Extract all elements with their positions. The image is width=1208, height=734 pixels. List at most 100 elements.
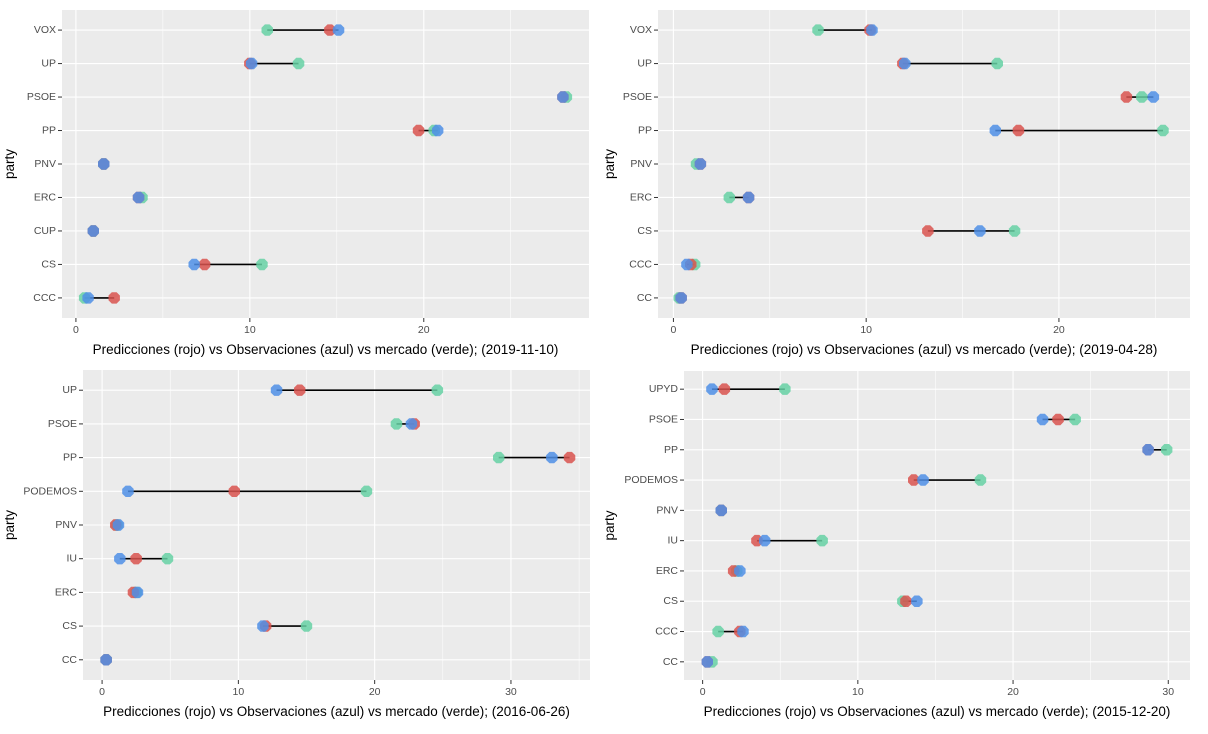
x-tick-label: 20 xyxy=(1007,686,1019,698)
panel-2016-06-26: 0 10 20 30 UP PSOE PP PODEMOS PNV IU ERC CS CC Predic… xyxy=(2,370,590,719)
point-obs xyxy=(82,292,94,304)
y-tick-label: ERC xyxy=(656,565,679,577)
point-obs xyxy=(100,654,112,666)
point-mkt xyxy=(256,258,268,271)
y-tick-label: PSOE xyxy=(27,91,56,103)
point-obs xyxy=(866,24,878,36)
x-tick-label: 10 xyxy=(860,324,872,336)
point-obs xyxy=(911,595,923,607)
point-pred xyxy=(1120,91,1133,103)
point-pred xyxy=(718,383,731,395)
point-obs xyxy=(270,384,283,396)
x-axis-label: Predicciones (rojo) vs Observaciones (az… xyxy=(704,704,1171,719)
x-axis-label: Predicciones (rojo) vs Observaciones (az… xyxy=(691,342,1158,357)
x-tick-label: 10 xyxy=(244,324,256,336)
y-tick-label: UP xyxy=(41,58,56,70)
point-mkt xyxy=(1161,444,1173,456)
x-tick-label: 30 xyxy=(1162,686,1174,698)
point-mkt xyxy=(1136,91,1148,103)
y-tick-label: CS xyxy=(41,258,56,270)
y-tick-label: PNV xyxy=(656,504,678,516)
point-mkt xyxy=(1008,225,1021,237)
point-mkt xyxy=(390,418,403,430)
y-axis-label: party xyxy=(2,149,17,179)
point-obs xyxy=(405,418,418,430)
point-pred xyxy=(228,485,240,497)
y-tick-label: ERC xyxy=(34,191,57,203)
y-tick-label: PP xyxy=(63,452,77,464)
point-obs xyxy=(257,620,269,632)
y-tick-label: ERC xyxy=(630,191,653,203)
y-axis-label: party xyxy=(2,510,17,540)
point-pred xyxy=(294,384,306,396)
x-tick-label: 0 xyxy=(73,324,79,336)
point-mkt xyxy=(712,625,724,638)
point-obs xyxy=(332,24,345,36)
x-tick-label: 0 xyxy=(700,686,706,698)
plot-background xyxy=(684,371,1190,680)
point-pred xyxy=(324,24,336,36)
point-mkt xyxy=(161,553,174,565)
y-axis-label: party xyxy=(602,510,617,540)
panel-2015-12-20: 0 10 20 30UPYDPSOEPPPODEMOSPNVIUERCCSCCCCCP… xyxy=(602,371,1190,719)
point-obs xyxy=(245,57,258,70)
point-obs xyxy=(1036,413,1049,426)
x-tick-label: 10 xyxy=(852,686,864,698)
y-tick-label: CS xyxy=(62,620,77,632)
x-tick-label: 20 xyxy=(418,324,430,336)
point-mkt xyxy=(1157,124,1169,137)
y-tick-label: CCC xyxy=(33,292,56,304)
point-pred xyxy=(412,124,425,137)
point-obs xyxy=(917,474,929,486)
y-tick-label: PNV xyxy=(34,158,56,170)
point-pred xyxy=(908,474,920,486)
y-tick-label: PP xyxy=(664,444,678,456)
point-pred xyxy=(108,292,120,304)
point-pred xyxy=(1052,413,1064,426)
y-tick-label: UP xyxy=(637,58,652,70)
y-tick-label: PSOE xyxy=(623,91,652,103)
point-pred xyxy=(130,553,142,565)
point-obs xyxy=(87,225,99,237)
point-obs xyxy=(715,504,727,517)
point-mkt xyxy=(300,620,313,632)
y-tick-label: CS xyxy=(663,595,678,607)
point-obs xyxy=(701,656,713,668)
y-tick-label: CC xyxy=(637,292,653,304)
point-obs xyxy=(974,225,986,237)
point-obs xyxy=(989,124,1001,137)
point-pred xyxy=(900,595,912,607)
panel-2019-11-10: 0 10 20 VOX UP PSOE PP PNV ERC CUP CS CCC Prediccion… xyxy=(2,10,589,357)
point-mkt xyxy=(723,191,735,204)
y-tick-label: PSOE xyxy=(48,418,77,430)
panel-2019-04-28: 0 10 20VOXUPPSOEPPPNVERCCSCCCCCPrediccione… xyxy=(602,10,1190,357)
point-obs xyxy=(546,451,558,464)
y-tick-label: PSOE xyxy=(649,413,678,425)
y-tick-label: PP xyxy=(638,125,652,137)
point-mkt xyxy=(974,474,987,486)
point-obs xyxy=(132,191,145,204)
y-tick-label: CC xyxy=(663,656,679,668)
x-axis-label: Predicciones (rojo) vs Observaciones (az… xyxy=(93,342,559,357)
x-tick-label: 30 xyxy=(505,686,517,698)
x-tick-label: 0 xyxy=(99,686,105,698)
point-obs xyxy=(114,553,126,565)
point-mkt xyxy=(292,57,305,70)
point-obs xyxy=(131,586,144,599)
point-mkt xyxy=(1069,413,1081,426)
point-obs xyxy=(1142,444,1154,456)
point-mkt xyxy=(261,24,273,36)
point-obs xyxy=(432,124,444,137)
point-obs xyxy=(122,485,134,497)
y-tick-label: PNV xyxy=(55,519,77,531)
y-tick-label: UPYD xyxy=(649,383,679,395)
point-mkt xyxy=(493,451,505,464)
point-mkt xyxy=(360,485,373,497)
y-tick-label: IU xyxy=(67,553,78,565)
y-tick-label: CC xyxy=(62,654,78,666)
point-obs xyxy=(899,57,911,70)
point-obs xyxy=(1147,91,1160,103)
y-tick-label: PODEMOS xyxy=(624,474,678,486)
point-obs xyxy=(112,519,125,531)
